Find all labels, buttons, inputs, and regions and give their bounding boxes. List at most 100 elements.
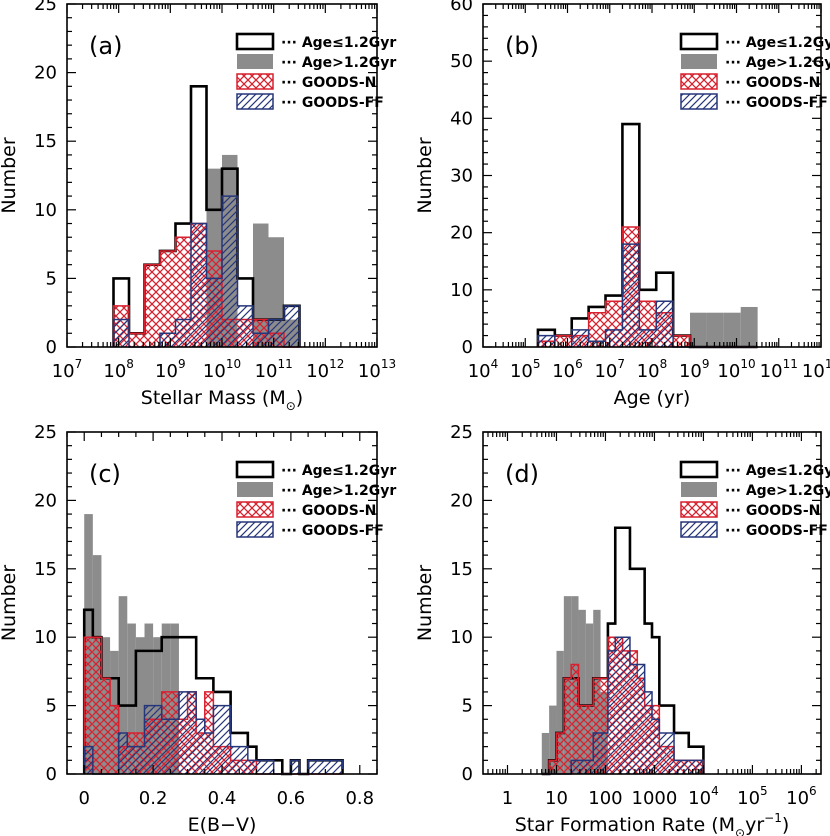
x-tick-label: 107 bbox=[594, 357, 625, 382]
histogram-outline bbox=[541, 636, 705, 775]
histogram-bar bbox=[222, 196, 238, 347]
panel-c-extinction: 0 5 10 15 20 25 0 0.2 0.4 0.6 0.8 Number E(B−V) (c) ··… bbox=[0, 422, 396, 836]
legend-swatch bbox=[237, 54, 273, 69]
tick-exponent: 11 bbox=[277, 357, 292, 371]
tick-exponent: 12 bbox=[329, 357, 344, 371]
tick-base: 10 bbox=[468, 361, 491, 382]
histogram-bar bbox=[571, 329, 589, 347]
tick-exponent: 13 bbox=[381, 357, 396, 371]
histogram-bar bbox=[585, 705, 594, 774]
tick-base: 10 bbox=[255, 361, 278, 382]
x-tick-label: 109 bbox=[679, 357, 710, 382]
x-axis-label: Age (yr) bbox=[614, 387, 691, 409]
y-tick-label: 0 bbox=[462, 337, 473, 358]
y-tick-label: 20 bbox=[450, 223, 473, 244]
legend-swatch bbox=[236, 73, 274, 90]
x-axis-label-main: Stellar Mass (M bbox=[141, 387, 286, 409]
y-tick-label: 10 bbox=[34, 200, 57, 221]
histogram-bar bbox=[571, 760, 579, 774]
legend-entry: ··· GOODS-FF bbox=[725, 523, 828, 539]
legend-swatch bbox=[680, 93, 718, 110]
legend-entry: ··· Age≤1.2Gyr bbox=[725, 35, 830, 51]
histogram-bar bbox=[578, 609, 586, 774]
x-tick-label: 1010 bbox=[203, 357, 241, 382]
tick-exponent: 12 bbox=[825, 357, 830, 371]
legend-swatch bbox=[681, 482, 717, 497]
x-tick-label: 107 bbox=[52, 357, 83, 382]
x-axis-label: Stellar Mass (M⊙) bbox=[141, 387, 303, 413]
histogram-bar bbox=[268, 319, 284, 347]
legend-swatch bbox=[235, 460, 275, 479]
x-axis-label-subscript: ⊙ bbox=[286, 399, 296, 413]
histogram-bar bbox=[222, 705, 231, 774]
tick-exponent: 9 bbox=[178, 357, 186, 371]
histogram-bar bbox=[740, 306, 758, 347]
tick-exponent: 7 bbox=[75, 357, 83, 371]
legend-entry: ··· Age≤1.2Gyr bbox=[281, 35, 396, 51]
histogram-bar bbox=[206, 278, 222, 347]
histogram-bar bbox=[84, 746, 93, 774]
x-axis-label-end: ) bbox=[782, 814, 789, 836]
histogram-bar bbox=[673, 335, 691, 347]
histogram-bar bbox=[253, 333, 269, 347]
histogram-bar bbox=[588, 312, 606, 347]
legend-entry: ··· Age>1.2Gyr bbox=[725, 483, 830, 499]
legend-entry: ··· GOODS-N bbox=[281, 75, 376, 91]
x-axis-label-subscript: ⊙ bbox=[735, 826, 745, 836]
y-tick-label: 5 bbox=[46, 696, 57, 717]
histogram-bar bbox=[92, 637, 102, 774]
histogram-bar bbox=[578, 760, 586, 774]
histogram-bar bbox=[316, 760, 326, 774]
histogram-bar bbox=[284, 305, 300, 347]
tick-exponent: 5 bbox=[533, 357, 541, 371]
y-tick-label: 20 bbox=[450, 490, 473, 511]
legend-entry: ··· GOODS-FF bbox=[281, 95, 384, 111]
panel-label: (a) bbox=[89, 32, 122, 60]
series-hatch-blue bbox=[112, 195, 301, 348]
histogram-bar bbox=[549, 760, 557, 774]
tick-exponent: 6 bbox=[809, 784, 817, 798]
histogram-bar bbox=[187, 691, 197, 774]
legend-swatch bbox=[236, 521, 274, 538]
tick-exponent: 10 bbox=[226, 357, 241, 371]
y-tick-label: 20 bbox=[34, 63, 57, 84]
histogram-bar bbox=[237, 305, 253, 347]
y-tick-label: 0 bbox=[46, 337, 57, 358]
x-tick-label: 1000 bbox=[632, 788, 678, 809]
legend-entry: ··· GOODS-FF bbox=[281, 523, 384, 539]
x-tick-label: 105 bbox=[510, 357, 541, 382]
legend-swatch bbox=[679, 460, 719, 479]
histogram-bar bbox=[170, 719, 179, 774]
x-tick-label: 0 bbox=[78, 788, 89, 809]
x-tick-label: 0.2 bbox=[139, 788, 168, 809]
x-tick-label: 105 bbox=[737, 784, 768, 809]
y-tick-label: 10 bbox=[450, 280, 473, 301]
x-axis-label-superscript: −1 bbox=[764, 811, 782, 825]
histogram-bar bbox=[213, 705, 222, 774]
histogram-bar bbox=[541, 732, 550, 774]
histogram-bar bbox=[659, 732, 667, 774]
x-tick-label: 100 bbox=[588, 788, 622, 809]
histogram-bar bbox=[690, 312, 707, 347]
histogram-bar bbox=[144, 264, 160, 347]
x-axis-label-main: Age (yr) bbox=[614, 387, 691, 409]
histogram-bar bbox=[600, 732, 608, 774]
histogram-bar bbox=[706, 312, 724, 347]
x-axis-label-close: yr bbox=[745, 814, 764, 836]
histogram-bar bbox=[554, 335, 572, 347]
tick-base: 10 bbox=[510, 361, 533, 382]
histogram-bar bbox=[129, 333, 145, 347]
tick-exponent: 10 bbox=[740, 357, 755, 371]
histogram-bar bbox=[585, 623, 594, 774]
histogram-bar bbox=[160, 333, 176, 347]
x-tick-label: 1011 bbox=[760, 357, 798, 382]
histogram-bar bbox=[696, 760, 704, 774]
legend-swatch bbox=[237, 482, 273, 497]
panel-label: (c) bbox=[89, 460, 121, 488]
histogram-bar bbox=[325, 760, 334, 774]
histogram-bar bbox=[113, 319, 129, 347]
y-tick-label: 25 bbox=[34, 422, 57, 443]
